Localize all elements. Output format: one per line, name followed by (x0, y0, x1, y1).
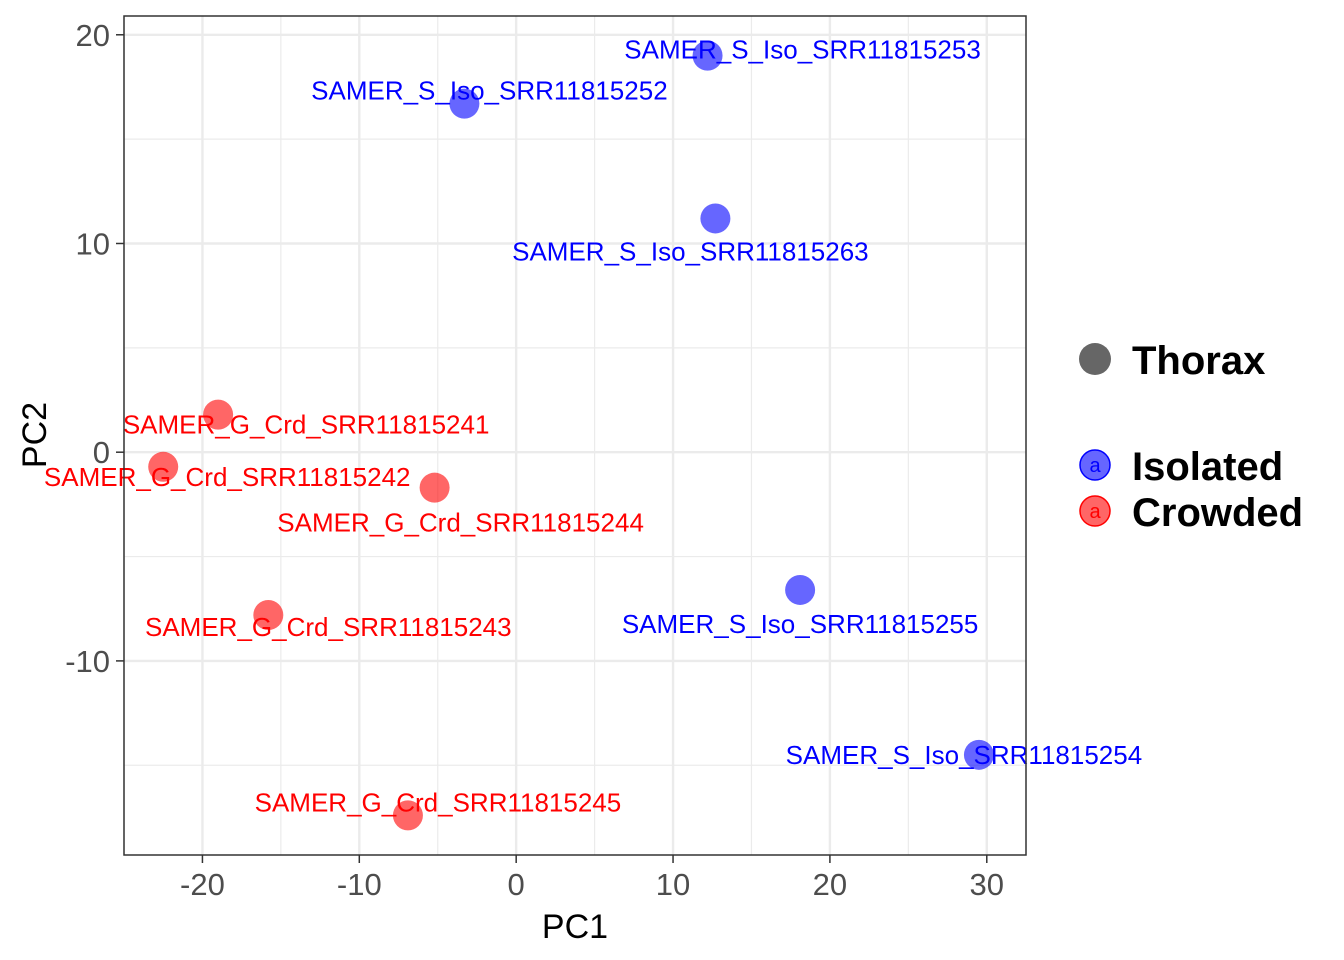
grid-minor (123, 16, 1026, 855)
x-axis: -20 -10 0 10 20 30 (180, 855, 1004, 902)
y-axis-title: PC2 (16, 402, 54, 468)
points-layer (148, 40, 994, 831)
legend-isolated-key (1079, 449, 1111, 481)
scatter-point-crowded (253, 599, 284, 630)
y-tick-label: 0 (93, 435, 110, 470)
scatter-point-crowded (419, 472, 450, 503)
point-label: SAMER_G_Crd_SRR11815244 (277, 508, 644, 538)
point-label: SAMER_S_Iso_SRR11815253 (624, 35, 981, 65)
legend-crowded-key-glyph: a (1089, 501, 1101, 523)
point-label: SAMER_S_Iso_SRR11815263 (512, 236, 869, 266)
panel-border (123, 15, 1027, 856)
legend-thorax-label: Thorax (1132, 339, 1265, 383)
legend-crowded-key (1079, 495, 1111, 527)
scatter-point-isolated (449, 88, 480, 119)
scatter-point-crowded (392, 800, 423, 831)
point-label: SAMER_S_Iso_SRR11815254 (786, 740, 1143, 770)
y-tick-label: 20 (76, 18, 110, 53)
y-tick-label: -10 (65, 644, 110, 679)
point-label: SAMER_S_Iso_SRR11815252 (311, 76, 668, 106)
x-tick-label: -10 (337, 867, 382, 902)
legend-isolated-key-glyph: a (1089, 455, 1101, 477)
legend-thorax-key (1079, 343, 1111, 375)
scatter-point-isolated (963, 739, 994, 770)
x-axis-title: PC1 (542, 908, 608, 946)
point-label: SAMER_G_Crd_SRR11815241 (123, 410, 490, 440)
point-label: SAMER_S_Iso_SRR11815255 (622, 609, 979, 639)
x-tick-label: 20 (813, 867, 847, 902)
x-tick-label: 0 (508, 867, 525, 902)
legend: Thorax a Isolated a Crowded (1079, 339, 1303, 535)
scatter-point-crowded (203, 399, 234, 430)
legend-isolated-label: Isolated (1132, 445, 1283, 489)
legend-crowded-label: Crowded (1132, 491, 1303, 535)
scatter-point-isolated (692, 40, 723, 71)
scatter-point-isolated (700, 203, 731, 234)
x-tick-label: 10 (656, 867, 690, 902)
point-label: SAMER_G_Crd_SRR11815243 (145, 612, 512, 642)
panel-background (124, 16, 1026, 855)
point-label: SAMER_G_Crd_SRR11815242 (44, 462, 411, 492)
scatter-point-crowded (148, 451, 179, 482)
grid-major (124, 16, 1026, 855)
point-label: SAMER_G_Crd_SRR11815245 (255, 787, 622, 817)
x-tick-label: -20 (180, 867, 225, 902)
point-labels-layer: SAMER_S_Iso_SRR11815253 SAMER_S_Iso_SRR11… (44, 35, 1142, 818)
y-tick-label: 10 (76, 226, 110, 261)
x-tick-label: 30 (970, 867, 1004, 902)
scatter-point-isolated (785, 574, 816, 605)
y-axis: -10 0 10 20 (65, 18, 124, 679)
